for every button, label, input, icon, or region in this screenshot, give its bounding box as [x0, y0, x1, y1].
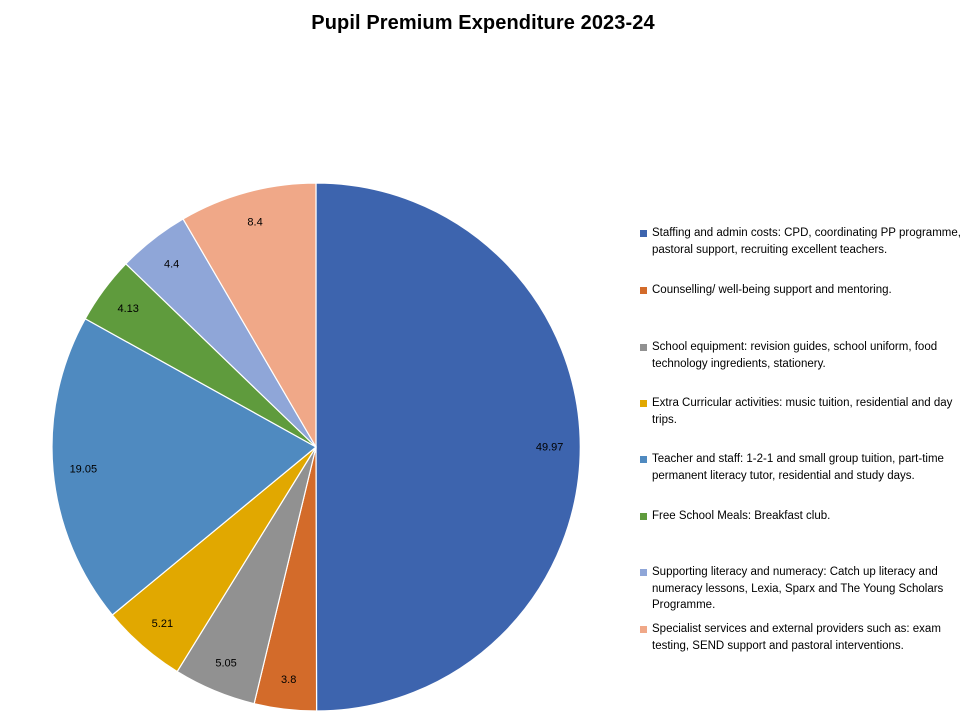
legend-swatch-3	[640, 344, 647, 351]
legend-swatch-2	[640, 287, 647, 294]
data-label-7: 4.4	[164, 258, 179, 270]
legend-item-7: Supporting literacy and numeracy: Catch …	[640, 564, 962, 614]
legend-label-8: Specialist services and external provide…	[652, 623, 941, 652]
data-label-8: 8.4	[247, 216, 262, 228]
data-label-6: 4.13	[117, 303, 138, 315]
pie-slice-1	[315, 182, 581, 712]
legend-item-1: Staffing and admin costs: CPD, coordinat…	[640, 225, 962, 258]
legend-item-8: Specialist services and external provide…	[640, 621, 962, 654]
legend-item-3: School equipment: revision guides, schoo…	[640, 339, 962, 372]
pie-slice-8	[182, 182, 317, 450]
legend-item-5: Teacher and staff: 1-2-1 and small group…	[640, 451, 962, 484]
legend-swatch-5	[640, 456, 647, 463]
legend-label-2: Counselling/ well-being support and ment…	[652, 284, 892, 296]
legend-label-5: Teacher and staff: 1-2-1 and small group…	[652, 453, 944, 482]
legend-item-4: Extra Curricular activities: music tuiti…	[640, 395, 962, 428]
legend-label-4: Extra Curricular activities: music tuiti…	[652, 397, 953, 426]
legend-label-6: Free School Meals: Breakfast club.	[652, 510, 831, 522]
data-label-2: 3.8	[281, 674, 296, 686]
legend-swatch-4	[640, 400, 647, 407]
data-label-5: 19.05	[70, 463, 98, 475]
legend-swatch-1	[640, 230, 647, 237]
legend-item-2: Counselling/ well-being support and ment…	[640, 282, 962, 299]
data-label-3: 5.05	[215, 658, 236, 670]
legend-label-1: Staffing and admin costs: CPD, coordinat…	[652, 227, 961, 256]
legend-swatch-6	[640, 513, 647, 520]
pie-slice-5	[51, 317, 318, 616]
data-label-1: 49.97	[536, 442, 564, 454]
data-label-4: 5.21	[152, 618, 173, 630]
legend-swatch-8	[640, 626, 647, 633]
legend-swatch-7	[640, 569, 647, 576]
legend-label-7: Supporting literacy and numeracy: Catch …	[652, 566, 944, 611]
pie-slices	[51, 182, 581, 712]
legend-label-3: School equipment: revision guides, schoo…	[652, 341, 938, 370]
legend-item-6: Free School Meals: Breakfast club.	[640, 508, 962, 525]
pie-data-labels: 49.97 3.8 5.05 5.21 19.05 4.13 4.4 8.4	[70, 216, 564, 686]
chart-title: Pupil Premium Expenditure 2023-24	[311, 12, 655, 34]
